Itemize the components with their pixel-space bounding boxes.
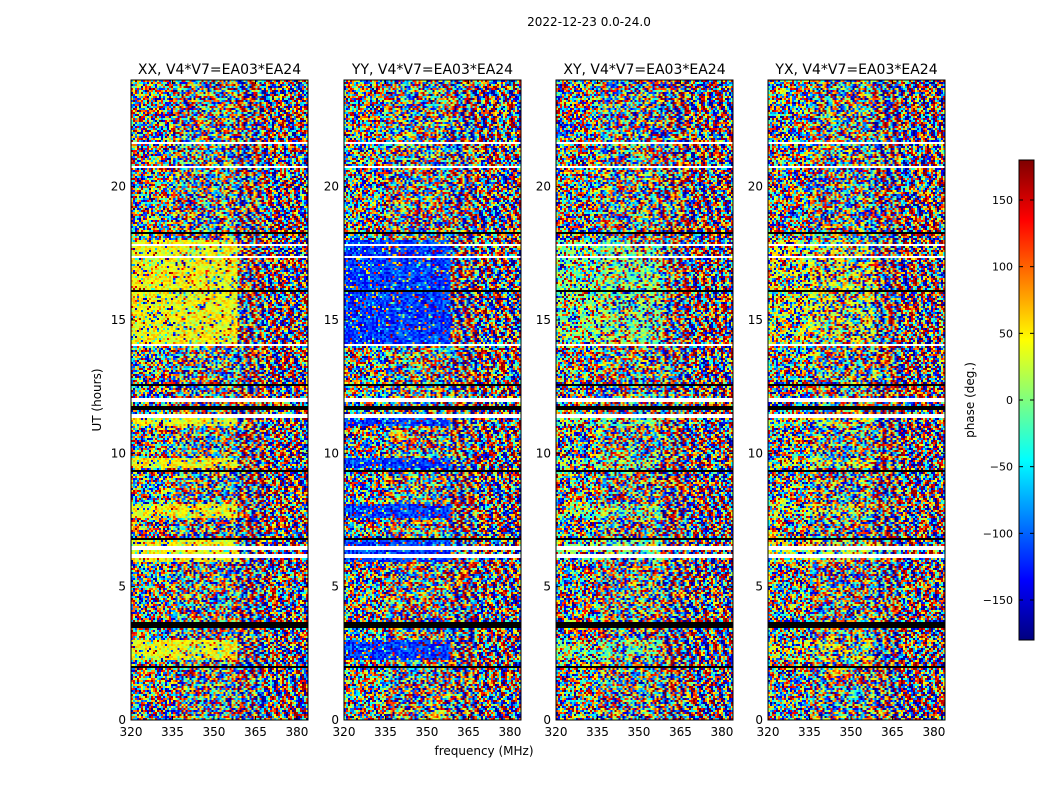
x-tick-label: 335 xyxy=(161,725,184,739)
x-tick-label: 350 xyxy=(203,725,226,739)
x-tick-label: 320 xyxy=(545,725,568,739)
y-tick-label: 20 xyxy=(536,180,551,194)
colorbar-tick-label: −50 xyxy=(990,461,1013,474)
panel-xy: XY, V4*V7=EA03*EA24 320 335 350 365 380 0 5 10 15… xyxy=(536,62,734,739)
shared-x-axis-label: frequency (MHz) xyxy=(434,744,533,758)
y-tick-label: 5 xyxy=(331,580,339,594)
colorbar-tick-label: 150 xyxy=(992,194,1013,207)
y-tick-label: 0 xyxy=(118,713,126,727)
heatmap-image xyxy=(556,80,733,720)
y-tick-label: 15 xyxy=(536,313,551,327)
panel-yx: YX, V4*V7=EA03*EA24 320 335 350 365 380 0 5 10 15… xyxy=(748,62,946,739)
panel-title: YY, V4*V7=EA03*EA24 xyxy=(351,62,513,78)
y-tick-label: 20 xyxy=(748,180,763,194)
panel-title: XX, V4*V7=EA03*EA24 xyxy=(138,62,301,78)
x-tick-label: 335 xyxy=(798,725,821,739)
plot-frame xyxy=(555,79,734,721)
y-tick-label: 10 xyxy=(536,446,551,460)
colorbar-tick-label: −150 xyxy=(983,594,1013,607)
x-tick-label: 320 xyxy=(333,725,356,739)
plot-frame xyxy=(130,79,309,721)
y-tick-label: 10 xyxy=(748,446,763,460)
colorbar-tick-label: −100 xyxy=(983,527,1013,540)
y-tick-label: 5 xyxy=(755,580,763,594)
y-tick-label: 10 xyxy=(111,446,126,460)
x-tick-label: 320 xyxy=(757,725,780,739)
x-tick-label: 380 xyxy=(710,725,733,739)
y-tick-label: 20 xyxy=(111,180,126,194)
plot-frame xyxy=(343,79,522,721)
y-tick-label: 10 xyxy=(324,446,339,460)
y-tick-label: 15 xyxy=(324,313,339,327)
x-tick-label: 335 xyxy=(374,725,397,739)
y-tick-label: 0 xyxy=(331,713,339,727)
panel-title: XY, V4*V7=EA03*EA24 xyxy=(563,62,725,78)
y-tick-label: 20 xyxy=(324,180,339,194)
plot-frame xyxy=(767,79,946,721)
y-tick-label: 0 xyxy=(543,713,551,727)
panel-yy: YY, V4*V7=EA03*EA24 320 335 350 365 380 0 5 10 15… xyxy=(324,62,522,739)
x-tick-label: 380 xyxy=(285,725,308,739)
x-tick-label: 365 xyxy=(457,725,480,739)
panel-title: YX, V4*V7=EA03*EA24 xyxy=(774,62,937,78)
colorbar-tick-label: 100 xyxy=(992,261,1013,274)
x-tick-label: 365 xyxy=(669,725,692,739)
panel-xx: XX, V4*V7=EA03*EA24 320 335 350 365 380 0 5 10 15… xyxy=(111,62,309,739)
heatmap-image xyxy=(344,80,521,720)
y-tick-label: 5 xyxy=(118,580,126,594)
panels: XX, V4*V7=EA03*EA24 320 335 350 365 380 0 5 10 15… xyxy=(111,62,946,739)
x-tick-label: 365 xyxy=(244,725,267,739)
colorbar: 150 100 50 0 −50 −100 −150 phase (deg.) xyxy=(963,159,1035,641)
heatmap-image xyxy=(131,80,308,720)
x-tick-label: 350 xyxy=(416,725,439,739)
y-tick-label: 15 xyxy=(748,313,763,327)
x-tick-label: 335 xyxy=(586,725,609,739)
figure-suptitle: 2022-12-23 0.0-24.0 xyxy=(527,15,651,29)
x-tick-label: 350 xyxy=(840,725,863,739)
colorbar-tick-label: 50 xyxy=(999,327,1013,340)
y-tick-label: 5 xyxy=(543,580,551,594)
colorbar-tick-label: 0 xyxy=(1006,394,1013,407)
colorbar-label: phase (deg.) xyxy=(963,362,977,438)
x-tick-label: 365 xyxy=(881,725,904,739)
x-tick-label: 350 xyxy=(628,725,651,739)
x-tick-label: 380 xyxy=(922,725,945,739)
x-tick-label: 320 xyxy=(120,725,143,739)
x-tick-label: 380 xyxy=(498,725,521,739)
y-tick-label: 0 xyxy=(755,713,763,727)
y-tick-label: 15 xyxy=(111,313,126,327)
heatmap-image xyxy=(768,80,945,720)
shared-y-axis-label: UT (hours) xyxy=(90,368,104,431)
